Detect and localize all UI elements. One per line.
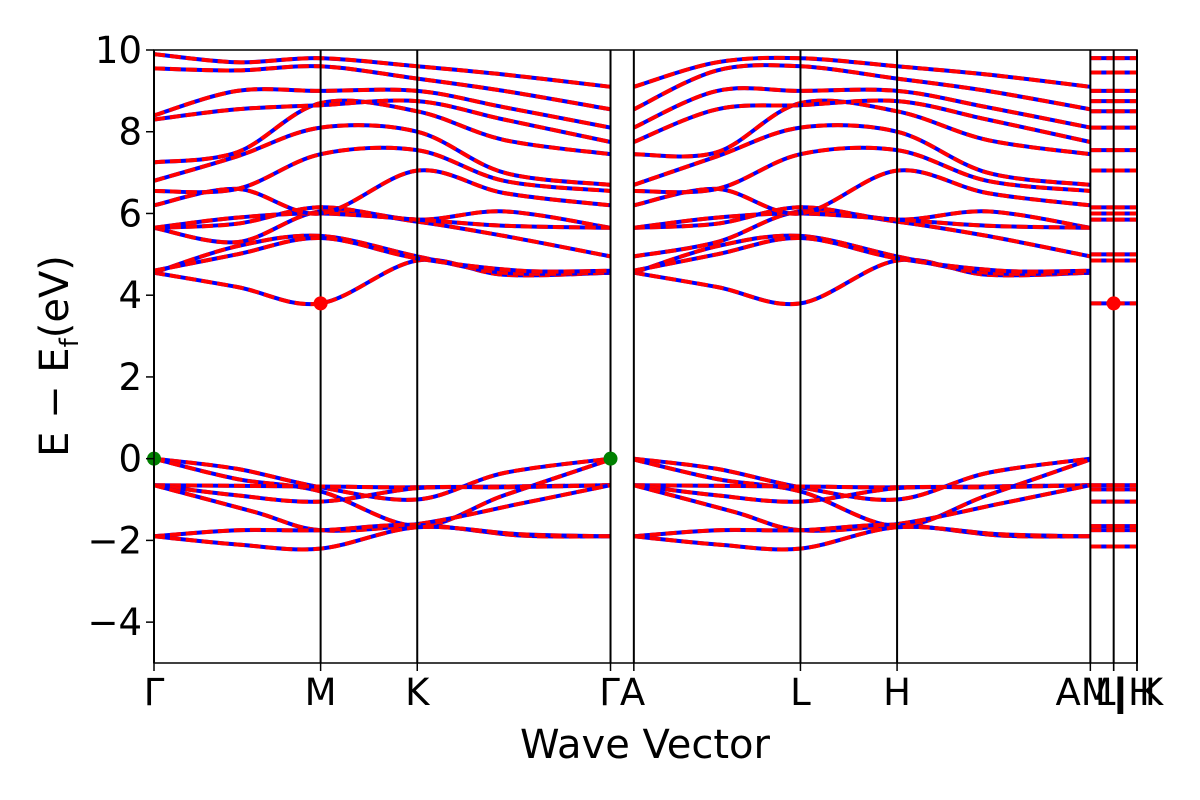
valence-band-1-dashed-1 (633, 457, 1091, 529)
y-tick-label-2: 0 (118, 438, 142, 481)
conduction-band-0-solid-1 (633, 257, 1091, 307)
y-axis-label-unit: (eV) (32, 255, 78, 338)
plot-frame (153, 49, 1138, 664)
conduction-band-10-dashed-0 (154, 98, 611, 144)
conduction-band-7-dashed-1 (633, 145, 1091, 195)
conduction-band-12-dashed-1 (632, 63, 1091, 112)
y-tick-label-3: 2 (118, 356, 142, 399)
conduction-band-6-dashed-0 (154, 168, 611, 216)
y-axis-label-main: E − E (32, 347, 78, 457)
y-tick-label-7: 10 (95, 29, 142, 72)
x-tick-label-8: K (1139, 671, 1165, 714)
conduction-band-5-dashed-1 (633, 211, 1091, 230)
conduction-band-6-dashed-1 (633, 168, 1091, 216)
valence-band-0-solid-1 (633, 456, 1091, 502)
y-tick-label-0: −4 (87, 601, 142, 644)
valence-band-6-dashed-1 (633, 524, 1091, 552)
conduction-band-10-dashed-1 (633, 98, 1091, 144)
conduction-band-0-dashed-0 (154, 257, 611, 307)
marker-cbm-3 (1106, 296, 1121, 311)
x-tick-label-4: L (790, 671, 811, 714)
valence-band-4-dashed-0 (154, 483, 611, 533)
marker-cbm-2 (313, 296, 328, 311)
x-tick-label-2: K (405, 671, 431, 714)
x-tick-label-3: ΓA (599, 671, 645, 714)
y-tick-label-5: 6 (118, 192, 142, 235)
conduction-band-0-dashed-1 (633, 257, 1091, 307)
y-tick-label-1: −2 (87, 519, 142, 562)
valence-band-3-dashed-1 (633, 483, 1091, 504)
x-axis: Γ M K ΓA L H AM|L|HK (144, 663, 1165, 714)
conduction-band-4-dashed-1 (633, 205, 1091, 230)
conduction-band-12-dashed-0 (154, 64, 611, 112)
x-axis-label: Wave Vector (520, 722, 771, 768)
conduction-band-2-solid-1 (633, 235, 1091, 274)
y-tick-label-4: 4 (118, 274, 142, 317)
conduction-band-2-solid-0 (154, 235, 611, 274)
marker-vbm-1 (603, 451, 618, 466)
conduction-band-0-solid-0 (154, 257, 611, 307)
valence-band-2-dashed-1 (633, 483, 1091, 490)
conduction-band-11-dashed-1 (632, 86, 1091, 130)
valence-band-4-dashed-1 (633, 483, 1091, 533)
conduction-band-11-dashed-0 (154, 87, 611, 130)
conduction-band-7-dashed-0 (154, 145, 611, 195)
conduction-band-11-solid-1 (632, 86, 1091, 130)
conduction-band-8-dashed-0 (154, 123, 611, 187)
y-tick-label-6: 8 (118, 111, 142, 154)
valence-band-6-dashed-0 (154, 524, 611, 552)
x-tick-label-7: L|H (1095, 671, 1156, 714)
conduction-band-1-dashed-1 (633, 233, 1091, 276)
y-axis-label-sub: f (55, 337, 85, 347)
conduction-band-1-dashed-0 (154, 233, 611, 276)
valence-band-3-dashed-0 (154, 483, 611, 504)
x-tick-label-1: M (305, 671, 337, 714)
conduction-band-8-dashed-1 (633, 123, 1091, 187)
y-axis: −4 −2 0 2 4 6 8 10 (87, 29, 154, 644)
conduction-band-10-solid-0 (154, 98, 611, 144)
conduction-band-13-dashed-0 (154, 52, 611, 89)
conduction-band-4-dashed-0 (154, 205, 611, 230)
valence-band-2-dashed-0 (154, 483, 611, 490)
x-tick-label-0: Γ (144, 671, 165, 714)
conduction-band-5-dashed-0 (154, 211, 611, 230)
x-tick-label-6: AM| (1055, 671, 1125, 714)
valence-band-1-dashed-0 (154, 456, 612, 529)
plot-area (147, 49, 1138, 664)
valence-band-0-dashed-0 (154, 456, 611, 502)
conduction-band-10-solid-1 (633, 98, 1091, 144)
x-tick-label-5: H (883, 671, 911, 714)
y-axis-label: E − Ef(eV) (32, 255, 85, 457)
conduction-band-13-dashed-1 (633, 55, 1091, 89)
